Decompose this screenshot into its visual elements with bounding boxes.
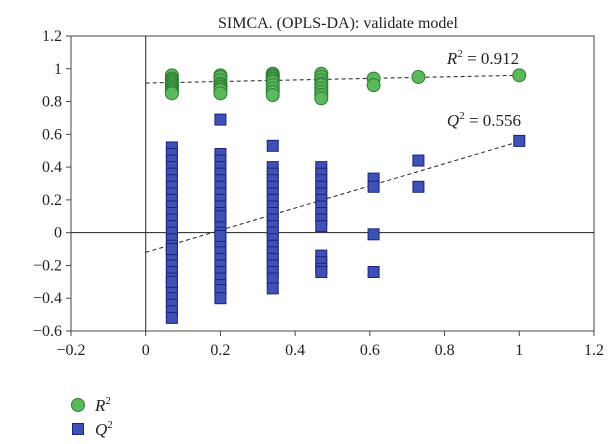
y-tick-label: 0.2 [42, 192, 62, 209]
r2-point [164, 86, 179, 101]
q2-point [165, 243, 178, 256]
q2-point [315, 266, 328, 278]
q2-point [266, 139, 279, 152]
annotation-r2: R2 = 0.912 [446, 48, 519, 68]
series-r2 [164, 66, 527, 106]
chart-title: SIMCA. (OPLS-DA): validate model [218, 15, 459, 32]
y-tick-label: 1.2 [42, 28, 62, 45]
q2-point [266, 282, 279, 295]
legend-square-marker [72, 423, 84, 435]
q2-point [214, 292, 227, 305]
y-tick-label: 1 [54, 61, 62, 78]
y-tick-label: −0.4 [33, 290, 62, 307]
trendline-r2 [145, 74, 520, 84]
trendline-layer [145, 74, 520, 253]
y-tick-label: 0.8 [42, 94, 62, 111]
q2-point [513, 134, 526, 147]
r2-point [213, 86, 228, 101]
legend-label: R2 [94, 395, 111, 415]
points-layer [164, 66, 527, 324]
x-tick-label: 0.2 [210, 342, 230, 359]
y-tick-label: −0.6 [33, 323, 62, 340]
q2-point [412, 154, 425, 167]
y-tick-label: 0.4 [42, 159, 62, 176]
q2-point [165, 275, 178, 288]
q2-point [214, 210, 227, 223]
annotation-layer: R2 = 0.912 Q2 = 0.556 [446, 48, 521, 130]
y-tick-label: 0 [54, 225, 62, 242]
y-tick-label: 0.6 [42, 126, 62, 143]
annotation-q2: Q2 = 0.556 [447, 110, 521, 130]
r2-point [314, 91, 329, 106]
legend-item-q2: Q2 [72, 419, 113, 439]
r2-point [366, 78, 381, 93]
plot-frame [70, 35, 595, 332]
y-tick-label: −0.2 [33, 257, 62, 274]
q2-point [214, 113, 227, 126]
q2-point [367, 228, 380, 241]
q2-point [214, 229, 227, 242]
x-tick-label: 0 [142, 342, 150, 359]
axes-layer: −0.2 0 0.2 0.4 0.6 0.8 1 1.2 −0.6 −0.4 −0.2 0 0.2 0.4… [33, 28, 604, 359]
q2-point [412, 180, 425, 193]
r2-point [265, 88, 280, 102]
trendline-q2 [145, 141, 520, 253]
q2-point [367, 266, 380, 278]
x-tick-label: 0.6 [360, 342, 380, 359]
q2-point [165, 311, 178, 324]
legend-circle-marker [71, 398, 85, 412]
series-q2 [165, 113, 526, 324]
r2-point [512, 68, 527, 83]
x-tick-label: 1 [515, 342, 523, 359]
x-tick-label: −0.2 [56, 342, 85, 359]
x-tick-label: 1.2 [584, 342, 604, 359]
legend-label: Q2 [95, 419, 113, 439]
q2-point [315, 220, 328, 233]
legend-item-r2: R2 [71, 395, 111, 415]
x-tick-label: 0.4 [285, 342, 305, 359]
r2-point [411, 69, 426, 84]
x-tick-label: 0.8 [435, 342, 455, 359]
q2-point [367, 180, 380, 193]
